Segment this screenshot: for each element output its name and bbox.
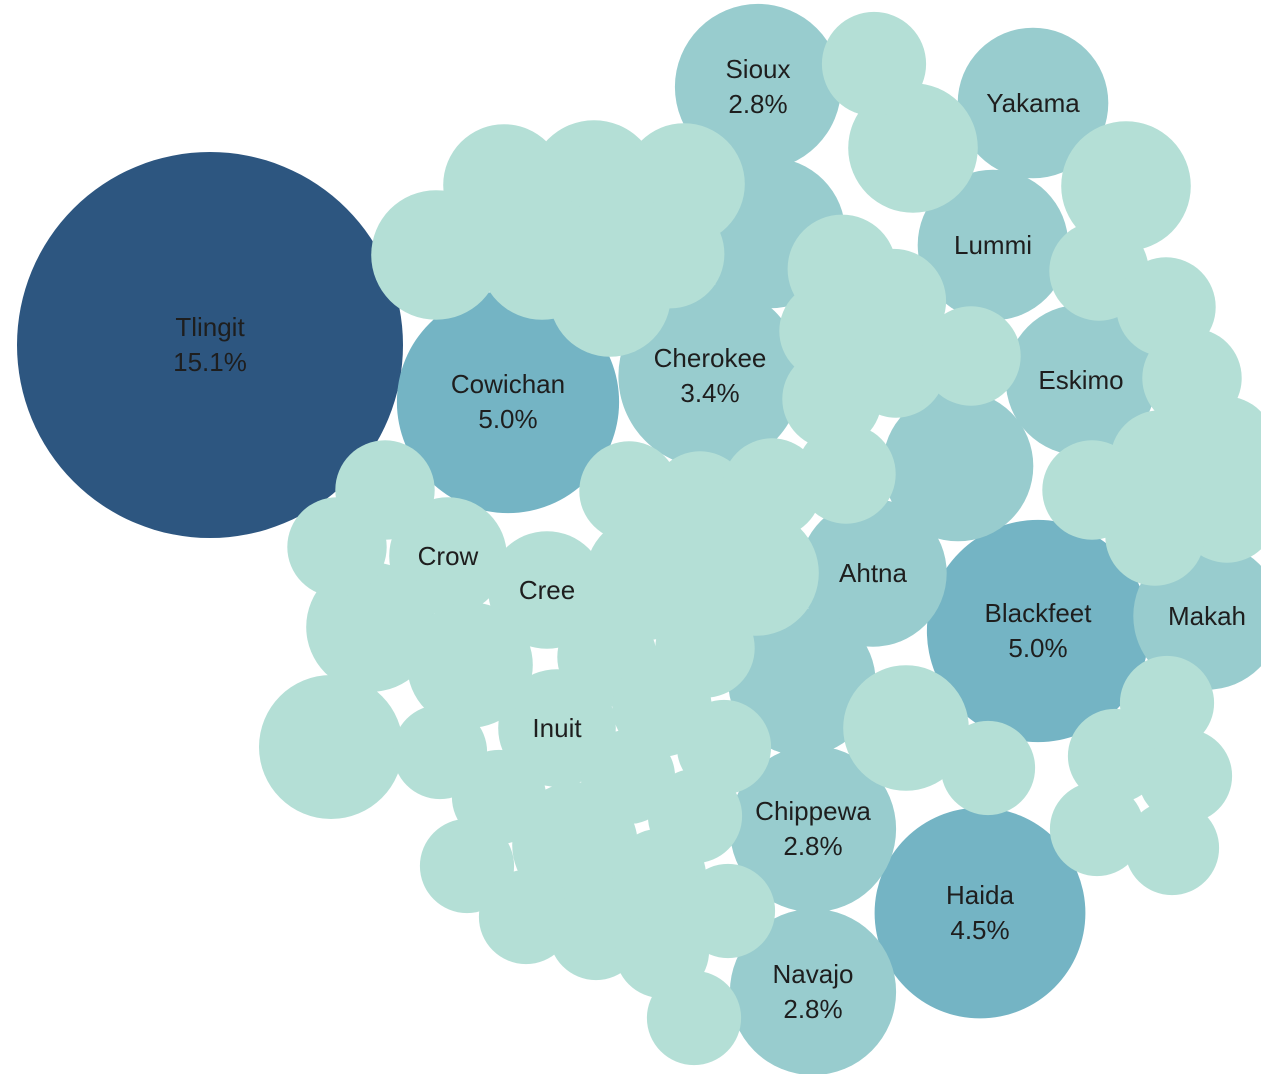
bubble-circle-lummi[interactable]: [917, 169, 1069, 321]
bubble-circle-cowichan[interactable]: [396, 290, 620, 514]
bubble[interactable]: [921, 306, 1021, 406]
bubble-label-tlingit: Tlingit: [175, 312, 245, 342]
bubble-circle[interactable]: [647, 768, 743, 864]
bubble[interactable]: [1119, 655, 1215, 751]
bubble[interactable]: [846, 318, 946, 418]
bubble-circle-chippewa[interactable]: [729, 745, 897, 913]
bubble-label-blackfeet: Blackfeet: [985, 598, 1093, 628]
bubble-circle-cherokee[interactable]: [618, 284, 802, 468]
bubble-label-cree: Cree: [519, 575, 575, 605]
bubble-circle[interactable]: [843, 665, 969, 791]
bubble-circle[interactable]: [882, 390, 1034, 542]
bubble-circle[interactable]: [615, 199, 725, 309]
bubble-label-inuit: Inuit: [532, 713, 582, 743]
bubble[interactable]: [1105, 486, 1205, 586]
bubble[interactable]: [728, 608, 876, 756]
bubble[interactable]: [259, 675, 403, 819]
bubble-haida[interactable]: Haida 4.5%: [874, 807, 1086, 1019]
bubble[interactable]: [392, 704, 488, 800]
bubble-cherokee[interactable]: Cherokee 3.4%: [618, 284, 802, 468]
bubble[interactable]: [646, 970, 742, 1066]
bubble-navajo[interactable]: Navajo 2.8%: [729, 908, 897, 1074]
bubble[interactable]: [796, 424, 896, 524]
bubble-value-cherokee: 3.4%: [680, 378, 739, 408]
bubble-ahtna[interactable]: Ahtna: [799, 499, 947, 647]
bubble-circle[interactable]: [259, 675, 403, 819]
bubble-circle[interactable]: [940, 720, 1036, 816]
bubble[interactable]: [1061, 121, 1191, 251]
bubble-label-yakama: Yakama: [986, 88, 1080, 118]
bubble-circle-tlingit[interactable]: [17, 152, 403, 538]
bubble-tlingit[interactable]: Tlingit 15.1%: [17, 152, 403, 538]
bubble-circle[interactable]: [821, 11, 927, 117]
bubble[interactable]: [821, 11, 927, 117]
bubble-label-haida: Haida: [946, 880, 1014, 910]
bubble-circle[interactable]: [921, 306, 1021, 406]
bubble[interactable]: [722, 438, 822, 538]
bubble[interactable]: [940, 720, 1036, 816]
bubble-label-cowichan: Cowichan: [451, 369, 565, 399]
bubble-circle-blackfeet[interactable]: [926, 519, 1150, 743]
bubble-value-cowichan: 5.0%: [478, 404, 537, 434]
bubble-value-sioux: 2.8%: [728, 89, 787, 119]
bubble-circle[interactable]: [846, 318, 946, 418]
bubble-label-crow: Crow: [418, 541, 479, 571]
bubble-circle-sioux[interactable]: [674, 3, 842, 171]
bubble-cowichan[interactable]: Cowichan 5.0%: [396, 290, 620, 514]
bubble-blackfeet[interactable]: Blackfeet 5.0%: [926, 519, 1150, 743]
bubble-label-ahtna: Ahtna: [839, 558, 907, 588]
bubble-circle[interactable]: [680, 863, 776, 959]
bubble-eskimo[interactable]: Eskimo: [1005, 304, 1157, 456]
bubble-value-chippewa: 2.8%: [783, 831, 842, 861]
bubble-circle[interactable]: [796, 424, 896, 524]
bubble-circle-yakama[interactable]: [957, 27, 1109, 179]
bubble-circle-haida[interactable]: [874, 807, 1086, 1019]
bubble-value-navajo: 2.8%: [783, 994, 842, 1024]
bubble-circle[interactable]: [1124, 800, 1220, 896]
bubble-value-blackfeet: 5.0%: [1008, 633, 1067, 663]
bubble-value-haida: 4.5%: [950, 915, 1009, 945]
bubble-circle-navajo[interactable]: [729, 908, 897, 1074]
bubble-circle[interactable]: [443, 124, 565, 246]
bubble-value-tlingit: 15.1%: [173, 347, 247, 377]
bubble[interactable]: [1137, 728, 1233, 824]
bubble-label-makah: Makah: [1168, 601, 1246, 631]
bubble[interactable]: [407, 602, 533, 728]
bubble-circle-ahtna[interactable]: [799, 499, 947, 647]
bubble-circle[interactable]: [1061, 121, 1191, 251]
bubble[interactable]: [1124, 800, 1220, 896]
bubble-circle[interactable]: [646, 970, 742, 1066]
bubble-sioux[interactable]: Sioux 2.8%: [674, 3, 842, 171]
bubble-chippewa[interactable]: Chippewa 2.8%: [729, 745, 897, 913]
bubble-circle[interactable]: [1137, 728, 1233, 824]
bubble[interactable]: [680, 863, 776, 959]
bubble[interactable]: [443, 124, 565, 246]
bubble-lummi[interactable]: Lummi: [917, 169, 1069, 321]
bubble[interactable]: [647, 768, 743, 864]
bubble-circle[interactable]: [1105, 486, 1205, 586]
bubble-label-chippewa: Chippewa: [755, 796, 871, 826]
bubble-circle[interactable]: [728, 608, 876, 756]
bubble-label-sioux: Sioux: [725, 54, 790, 84]
bubble-circle[interactable]: [392, 704, 488, 800]
bubble[interactable]: [287, 497, 387, 597]
bubble-label-cherokee: Cherokee: [654, 343, 767, 373]
bubble-circle[interactable]: [722, 438, 822, 538]
bubble[interactable]: [1049, 781, 1145, 877]
bubble-circle-eskimo[interactable]: [1005, 304, 1157, 456]
bubble-circle[interactable]: [287, 497, 387, 597]
bubble[interactable]: [882, 390, 1034, 542]
bubble[interactable]: [615, 199, 725, 309]
bubble-label-navajo: Navajo: [773, 959, 854, 989]
bubble-label-eskimo: Eskimo: [1038, 365, 1123, 395]
bubble-circle[interactable]: [1049, 781, 1145, 877]
bubble-circle[interactable]: [1119, 655, 1215, 751]
bubble[interactable]: [843, 665, 969, 791]
bubble-circle[interactable]: [407, 602, 533, 728]
bubble-label-lummi: Lummi: [954, 230, 1032, 260]
bubble-yakama[interactable]: Yakama: [957, 27, 1109, 179]
